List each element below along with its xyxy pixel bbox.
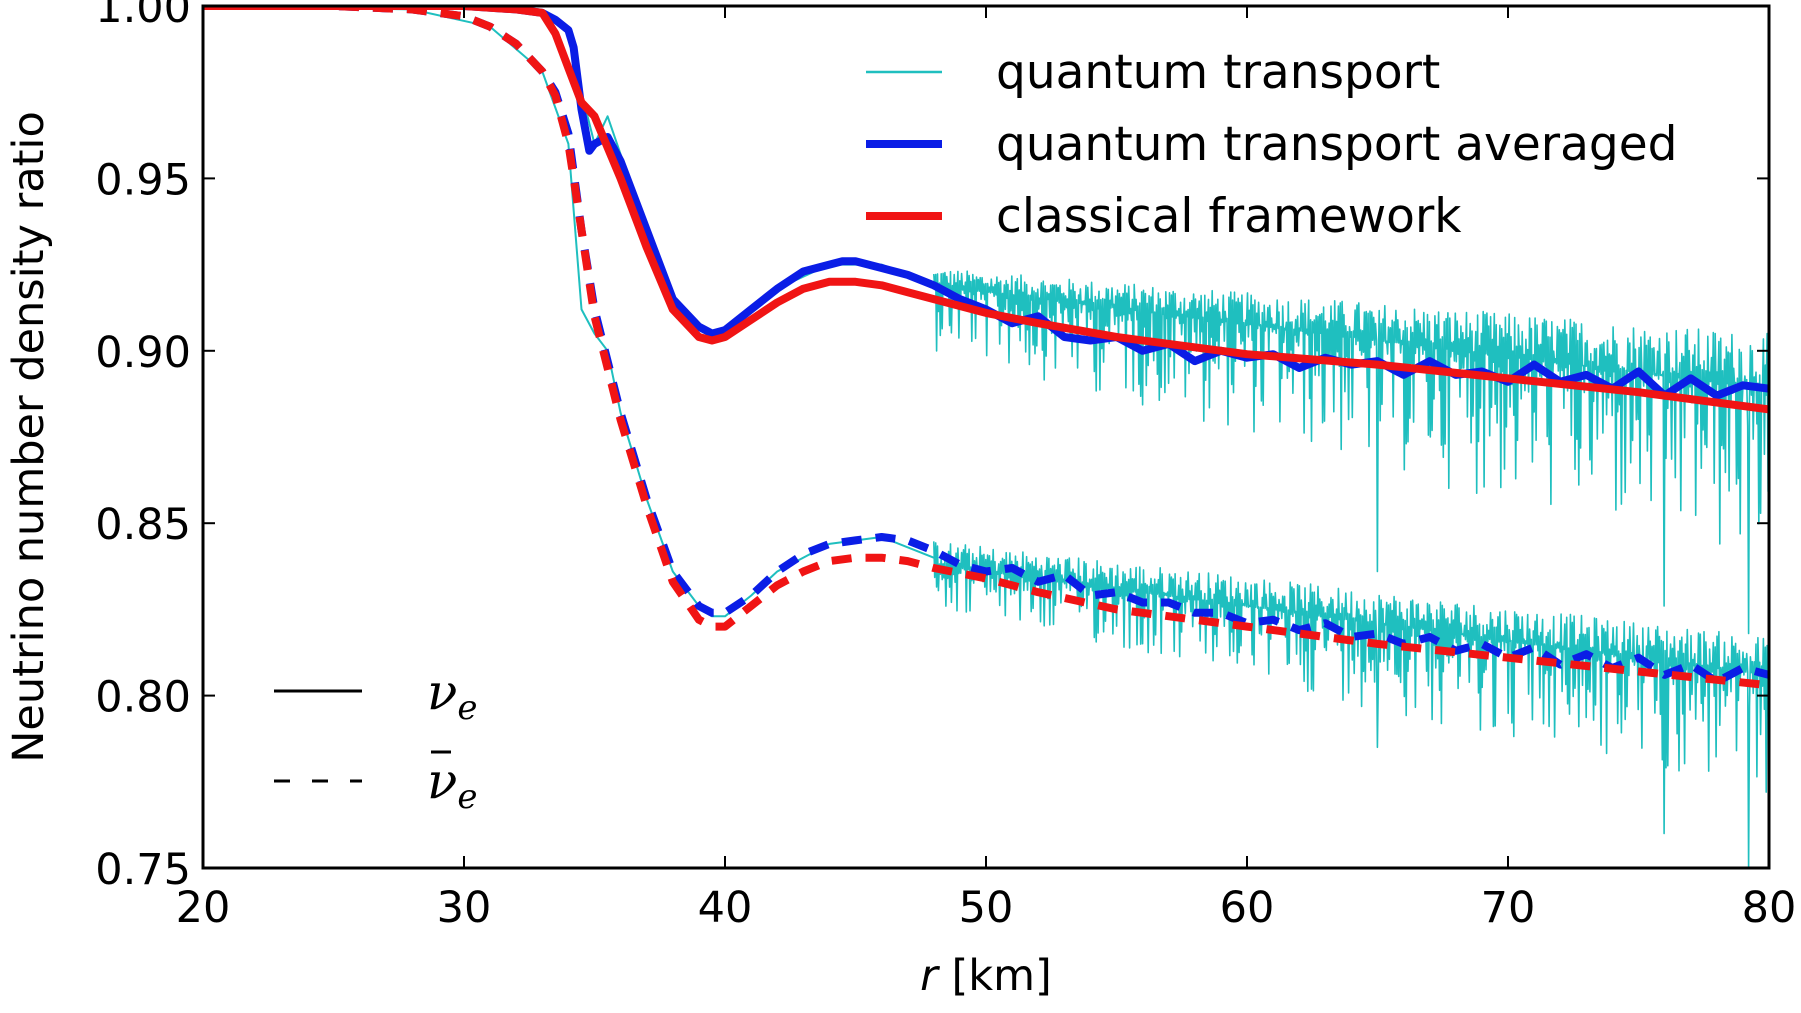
y-tick-label: 0.90 [95,328,191,378]
series-line-classical-framework-anti-e [203,6,1769,690]
x-tick-label: 60 [1220,883,1275,933]
y-tick-label: 1.00 [95,0,191,33]
style-legend-antinu-e-symbol: ν [427,752,457,810]
x-tick-label: 30 [437,883,492,933]
x-axis-label-italic: r [920,951,940,1001]
series-line-classical-framework-e [203,6,1769,414]
series-line-quantum-transport-averaged-anti-e [203,6,1769,686]
style-legend-antinu-e-subscript: e [457,777,477,817]
ticks-layer: 20 30 40 50 60 70 80 0.75 0.80 0.85 0.90 0.95 1.00 [95,0,1796,933]
quantum-transport-oscillation-nu-e [933,270,1769,635]
series-layer [203,6,1769,868]
style-legend-nu-e-subscript: e [457,688,477,728]
x-tick-label: 40 [698,883,753,933]
x-tick-label: 20 [176,883,231,933]
x-tick-label: 70 [1481,883,1536,933]
x-tick-label: 50 [959,883,1014,933]
y-tick-label: 0.75 [95,845,191,895]
y-tick-label: 0.80 [95,673,191,723]
style-legend-nu-e-symbol: ν [427,663,457,721]
legend-label-quantum-transport-averaged: quantum transport averaged [996,117,1678,172]
quantum-transport-oscillation-antinu-e [933,541,1769,868]
legend-label-quantum-transport: quantum transport [996,45,1440,100]
x-axis-label-unit: [km] [938,951,1052,1001]
legend: quantum transport quantum transport aver… [866,45,1678,244]
style-legend: νe νe [274,663,478,817]
style-legend-nu-e: νe [427,663,478,728]
style-legend-antinu-e: νe [427,752,478,817]
y-tick-label: 0.85 [95,500,191,550]
x-tick-label: 80 [1742,883,1797,933]
y-tick-label: 0.95 [95,155,191,205]
x-axis-label: r [km] [920,951,1052,1001]
legend-label-classical-framework: classical framework [996,189,1462,244]
y-axis-label: Neutrino number density ratio [4,111,54,763]
